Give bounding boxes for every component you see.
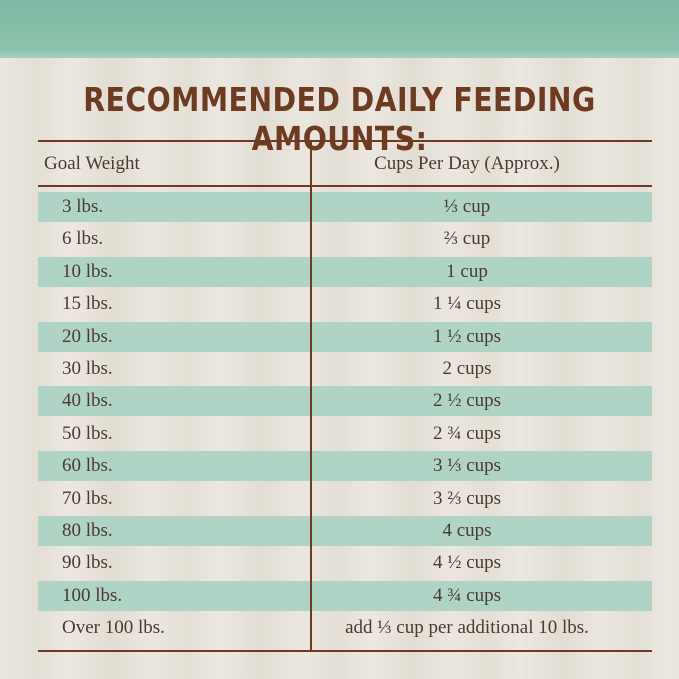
row-stripe: [38, 192, 652, 222]
cups-per-day: 2 cups: [442, 358, 492, 379]
goal-weight: 6 lbs.: [62, 228, 104, 250]
goal-weight: 90 lbs.: [62, 552, 113, 574]
goal-weight: 70 lbs.: [62, 487, 113, 509]
goal-weight: 60 lbs.: [62, 455, 113, 477]
cups-per-day: 1 ½ cups: [432, 325, 502, 347]
column-divider: [310, 140, 312, 652]
row-stripe: [38, 386, 652, 417]
row-stripe: [38, 516, 652, 546]
row-stripe: [38, 451, 652, 482]
cups-per-day: 4 ¾ cups: [432, 584, 502, 606]
row-stripe: [38, 580, 652, 611]
top-band: [0, 0, 679, 58]
cups-per-day: 1 ¼ cups: [432, 293, 502, 315]
column-header: Cups Per Day (Approx.): [374, 153, 560, 174]
cups-per-day: 4 ½ cups: [432, 552, 502, 574]
row-stripe: [38, 321, 652, 352]
goal-weight: 40 lbs.: [62, 390, 113, 412]
title: RECOMMENDED DAILY FEEDING AMOUNTS:: [83, 80, 596, 158]
cups-per-day: add ⅓ cup per additional 10 lbs.: [345, 617, 589, 639]
goal-weight: 10 lbs.: [62, 260, 113, 282]
rule: [38, 650, 652, 652]
goal-weight: 20 lbs.: [62, 325, 113, 347]
goal-weight: 80 lbs.: [62, 520, 113, 541]
cups-per-day: 2 ¾ cups: [432, 422, 502, 444]
cups-per-day: 1 cup: [446, 260, 488, 282]
cups-per-day: 4 cups: [442, 520, 492, 541]
row-stripe: [38, 256, 652, 287]
cups-per-day: ⅔ cup: [443, 228, 491, 250]
goal-weight: Over 100 lbs.: [62, 617, 165, 639]
column-header: Goal Weight: [44, 153, 140, 174]
goal-weight: 50 lbs.: [62, 422, 113, 444]
cups-per-day: 3 ⅔ cups: [432, 487, 502, 509]
goal-weight: 100 lbs.: [62, 584, 123, 606]
rule: [38, 185, 652, 187]
cups-per-day: ⅓ cup: [443, 196, 491, 217]
cups-per-day: 3 ⅓ cups: [432, 455, 502, 477]
goal-weight: 30 lbs.: [62, 358, 113, 379]
goal-weight: 15 lbs.: [62, 293, 113, 315]
goal-weight: 3 lbs.: [62, 196, 104, 217]
rule: [38, 140, 652, 142]
cups-per-day: 2 ½ cups: [432, 390, 502, 412]
